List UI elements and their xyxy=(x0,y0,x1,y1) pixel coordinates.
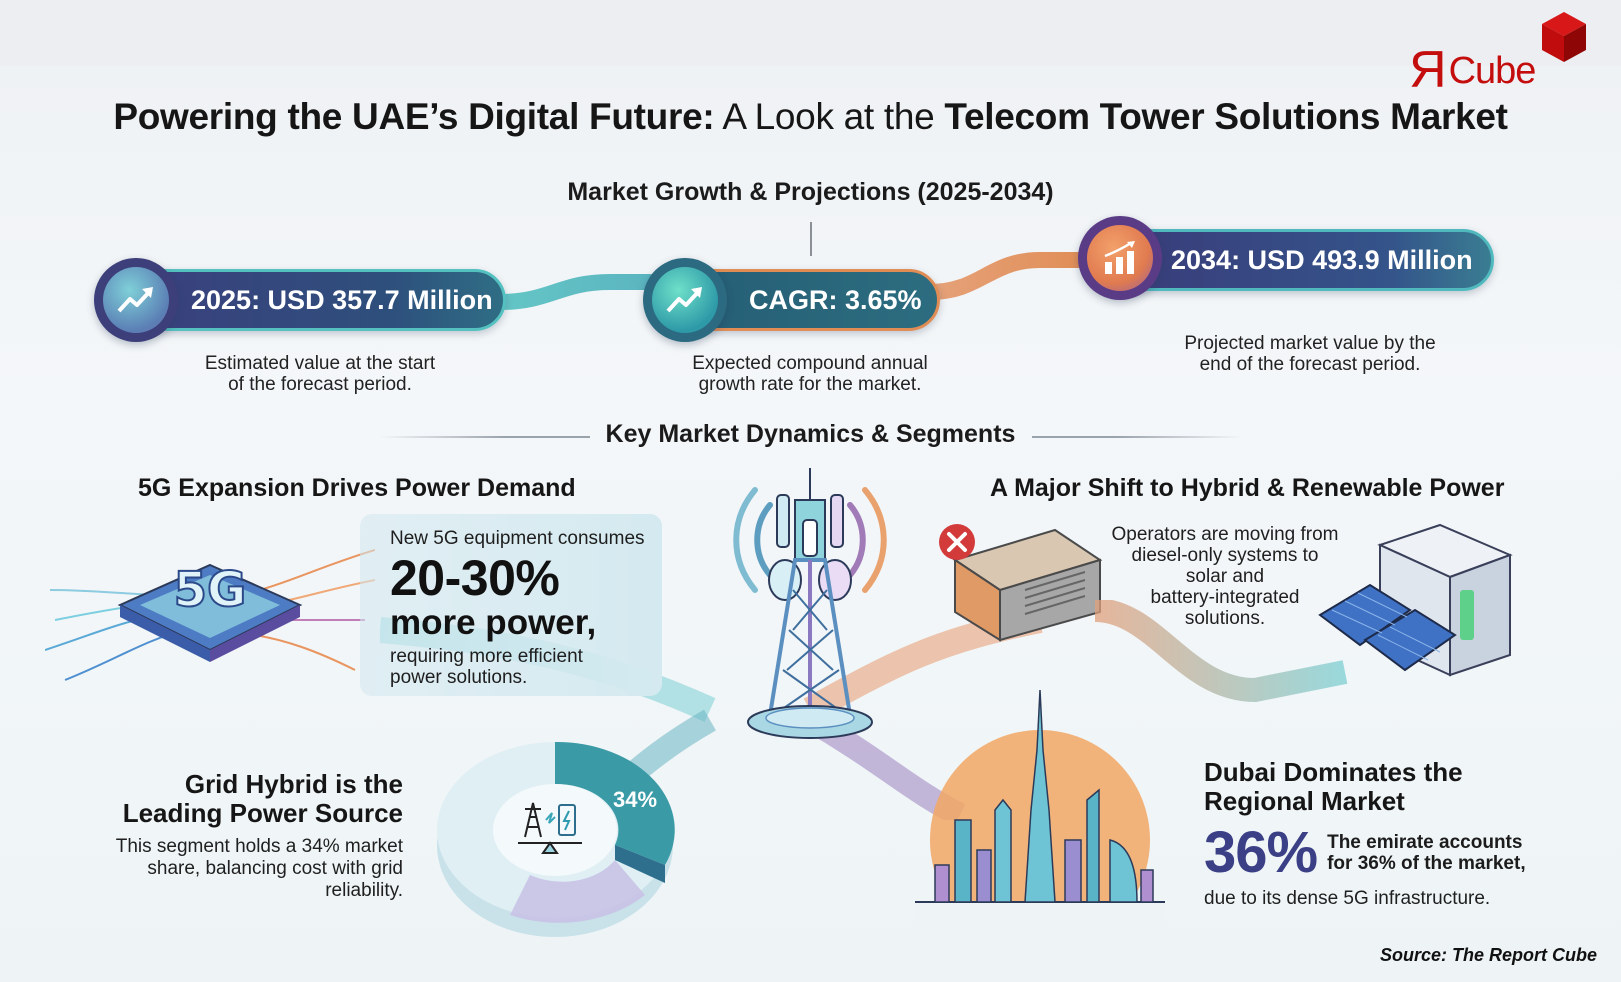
page-title: Powering the UAE’s Digital Future: A Loo… xyxy=(113,96,1508,137)
metric-description: Expected compound annual growth rate for… xyxy=(692,353,928,395)
divider-line xyxy=(380,436,590,438)
diesel-generator-icon xyxy=(939,524,1103,642)
solar-battery-icon xyxy=(1318,523,1513,677)
metric-pill-2025: 2025: USD 357.7 Million xyxy=(120,269,506,331)
bar-chart-growth-icon xyxy=(1104,241,1135,274)
source-credit: Source: The Report Cube xyxy=(1379,945,1597,965)
grid-hybrid-donut-chart: 34% xyxy=(437,741,675,937)
5g-power-highlight: 20-30% xyxy=(390,550,560,606)
dubai-share-value: 36% xyxy=(1204,820,1318,885)
svg-text:5G: 5G xyxy=(174,562,247,618)
5g-power-card: New 5G equipment consumes 20-30% more po… xyxy=(360,514,662,696)
trend-up-icon xyxy=(666,287,702,313)
metric-icon-badge xyxy=(1078,216,1162,300)
5g-chip-icon: 5G xyxy=(45,549,375,681)
hybrid-shift-description: Operators are moving from diesel-only sy… xyxy=(1111,524,1339,629)
dynamics-section-title: Key Market Dynamics & Segments xyxy=(605,420,1016,448)
logo-text: Cube xyxy=(1448,50,1537,92)
trend-up-icon xyxy=(117,287,153,313)
cell-tower-icon xyxy=(733,468,887,739)
metric-pill-2034: 2034: USD 493.9 Million xyxy=(1092,229,1494,291)
divider-line xyxy=(1032,436,1242,438)
svg-text:34%: 34% xyxy=(613,787,657,812)
hybrid-shift-heading: A Major Shift to Hybrid & Renewable Powe… xyxy=(990,474,1505,502)
dubai-skyline-icon xyxy=(915,690,1165,930)
flow-arrow-path xyxy=(1095,600,1348,703)
top-band xyxy=(0,0,1621,66)
divider-line xyxy=(810,222,812,256)
metric-description: Estimated value at the start of the fore… xyxy=(204,353,436,395)
metric-icon-badge xyxy=(94,258,178,342)
grid-hybrid-text: Grid Hybrid is the Leading Power Source … xyxy=(115,769,403,902)
growth-section-title: Market Growth & Projections (2025-2034) xyxy=(567,178,1054,206)
tower-battery-balance-icon xyxy=(518,802,582,854)
report-cube-logo: RCube xyxy=(1410,10,1595,99)
metric-description: Projected market value by the end of the… xyxy=(1184,333,1436,375)
logo-letter: R xyxy=(1410,41,1447,99)
cube-icon xyxy=(1542,12,1586,62)
5g-heading: 5G Expansion Drives Power Demand xyxy=(138,474,576,502)
dubai-market-block: Dubai Dominates the Regional Market 36% … xyxy=(1204,757,1526,910)
flow-connector xyxy=(492,252,1098,310)
metric-icon-badge xyxy=(643,258,727,342)
